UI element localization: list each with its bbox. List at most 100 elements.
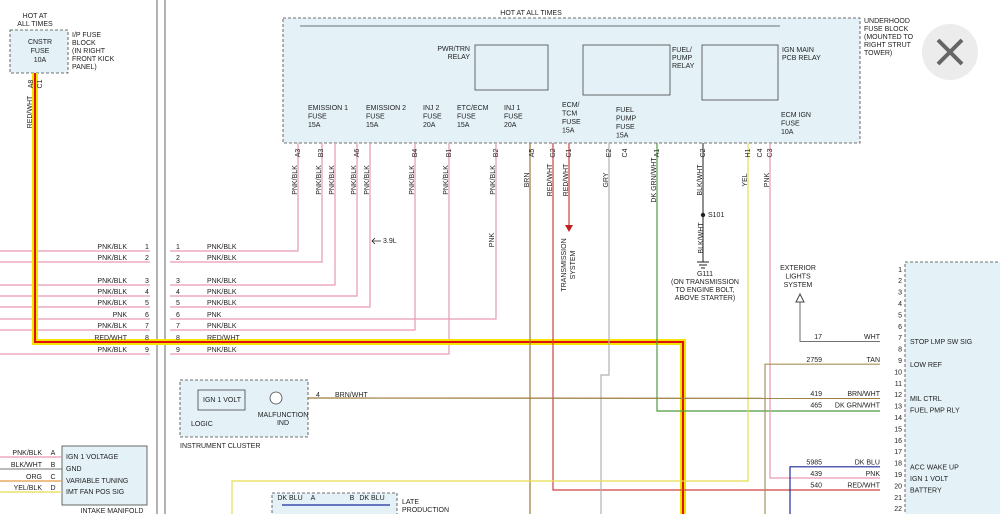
- label: INJ 2: [423, 105, 439, 112]
- label: 8: [145, 335, 149, 342]
- label: PNK/BLK: [207, 244, 237, 251]
- label: STOP LMP SW SIG: [910, 339, 972, 346]
- label: EXTERIOR: [780, 265, 816, 272]
- label: 3: [145, 278, 149, 285]
- label: PUMP: [672, 55, 693, 62]
- underhood-fuse-block: [282, 17, 861, 144]
- instrument-cluster: [179, 379, 309, 438]
- label: 1: [176, 244, 180, 251]
- label: RELAY: [672, 63, 695, 70]
- label: BLK/WHT: [11, 462, 43, 469]
- label: H1: [745, 148, 752, 157]
- label: 13: [894, 404, 902, 411]
- label: PNK: [489, 232, 496, 247]
- label: (ON TRANSMISSION: [671, 279, 739, 286]
- label: LATE: [402, 499, 419, 506]
- label: DK BLU: [855, 460, 880, 467]
- label: TO ENGINE BOLT,: [675, 287, 734, 294]
- wire: [170, 143, 358, 297]
- label: 10A: [34, 57, 47, 64]
- label: 2759: [806, 357, 822, 364]
- label: A1: [654, 149, 661, 158]
- label: PNK/BLK: [409, 165, 416, 195]
- label: RED/WHT: [207, 335, 240, 342]
- intake-manifold: [61, 445, 148, 506]
- label: 7: [898, 335, 902, 342]
- label: RIGHT STRUT: [864, 42, 912, 49]
- label: PNK: [764, 172, 771, 187]
- label: PNK/BLK: [207, 323, 237, 330]
- module: [197, 389, 246, 411]
- label: 6: [176, 312, 180, 319]
- label: LOW REF: [910, 362, 942, 369]
- label: LOGIC: [191, 421, 213, 428]
- label: BRN/WHT: [335, 392, 368, 399]
- label: S101: [708, 212, 724, 219]
- label: FUSE: [308, 113, 327, 120]
- label: IMT FAN POS SIG: [66, 489, 124, 496]
- label: PCB RELAY: [782, 55, 821, 62]
- label: GND: [66, 466, 82, 473]
- label: PNK/BLK: [316, 165, 323, 195]
- label: 10: [894, 369, 902, 376]
- label: PNK/BLK: [329, 165, 336, 195]
- label: B1: [446, 149, 453, 158]
- label: ORG: [26, 474, 42, 481]
- label: A: [311, 495, 316, 502]
- label: PNK/BLK: [443, 165, 450, 195]
- label: SYSTEM: [784, 282, 813, 289]
- label: TOWER): [864, 50, 892, 57]
- relay: [701, 44, 779, 101]
- label: RED/WHT: [27, 95, 34, 128]
- label: 6: [145, 312, 149, 319]
- label: IGN 1 VOLT: [910, 476, 949, 483]
- label: PNK: [866, 471, 881, 478]
- label: PNK/BLK: [351, 165, 358, 195]
- label: BLK/WHT: [697, 164, 704, 196]
- label: 15A: [562, 127, 575, 134]
- label: C: [50, 474, 55, 481]
- label: 15: [894, 426, 902, 433]
- label: PNK/BLK: [97, 300, 127, 307]
- label: 7: [145, 323, 149, 330]
- label: PNK/BLK: [97, 278, 127, 285]
- label: A3: [295, 149, 302, 158]
- label: INSTRUMENT CLUSTER: [180, 443, 260, 450]
- label: 2: [145, 255, 149, 262]
- wire: [764, 363, 880, 514]
- label: PNK/BLK: [292, 165, 299, 195]
- label: 5: [145, 300, 149, 307]
- label: E2: [606, 149, 613, 158]
- label: 8: [176, 335, 180, 342]
- label: PNK/BLK: [12, 450, 42, 457]
- label: 17: [814, 334, 822, 341]
- label: 540: [810, 482, 822, 489]
- label: 20A: [504, 122, 517, 129]
- label: IGN 1 VOLTAGE: [66, 454, 119, 461]
- label: 6: [898, 324, 902, 331]
- label: A6: [354, 149, 361, 158]
- indicator-lamp: [269, 391, 283, 405]
- label: UNDERHOOD: [864, 18, 910, 25]
- label: (MOUNTED TO: [864, 34, 914, 41]
- close-icon[interactable]: [936, 38, 964, 66]
- label: 4: [145, 289, 149, 296]
- label: FUSE: [366, 113, 385, 120]
- label: TRANSMISSION: [561, 238, 568, 291]
- label: C1: [37, 79, 44, 88]
- close-button[interactable]: [922, 24, 978, 80]
- label: GRY: [603, 172, 610, 187]
- label: PNK/BLK: [207, 255, 237, 262]
- label: PNK/BLK: [207, 289, 237, 296]
- label: RELAY: [448, 54, 471, 61]
- label: 5985: [806, 460, 822, 467]
- label: D: [50, 485, 55, 492]
- label: 3.9L: [383, 238, 397, 245]
- label: BLK/WHT: [698, 222, 705, 254]
- label: ECM/: [562, 102, 580, 109]
- arrow: [565, 225, 573, 232]
- label: VARIABLE TUNING: [66, 478, 128, 485]
- label: 9: [145, 347, 149, 354]
- wire: [170, 143, 497, 320]
- label: FUSE: [562, 119, 581, 126]
